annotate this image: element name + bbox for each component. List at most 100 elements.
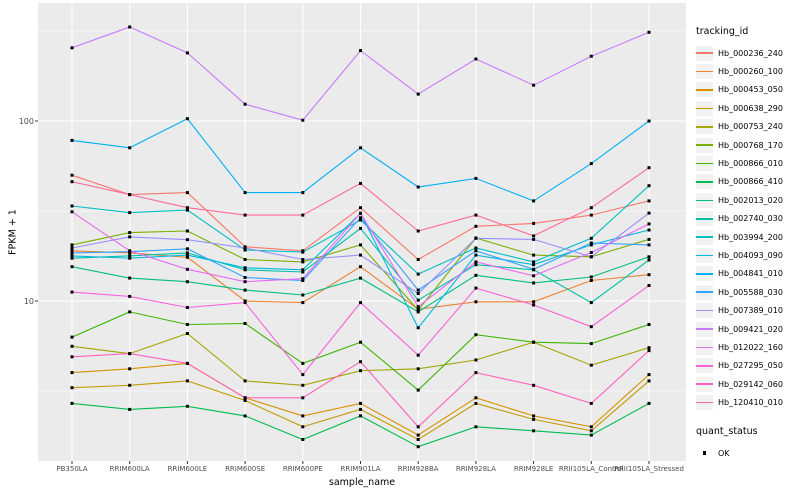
data-point-marker	[647, 258, 651, 262]
data-point-marker	[359, 340, 362, 344]
data-point-marker	[128, 294, 132, 298]
data-point-marker	[185, 379, 189, 383]
data-point-marker	[359, 243, 362, 247]
data-point-marker	[647, 166, 651, 170]
data-point-marker	[243, 322, 247, 325]
data-point-marker	[185, 267, 189, 271]
data-point-marker	[70, 371, 74, 375]
data-point-marker	[416, 367, 420, 371]
data-point-marker	[647, 401, 651, 405]
data-point-marker	[532, 414, 536, 418]
data-point-marker	[243, 379, 247, 383]
data-point-marker	[359, 369, 362, 373]
data-point-marker	[474, 286, 478, 290]
legend-item: Hb_000638_290	[696, 99, 800, 117]
data-point-marker	[532, 253, 536, 257]
data-point-marker	[128, 25, 132, 29]
data-point-marker	[185, 191, 189, 195]
data-point-marker	[647, 379, 651, 383]
legend-title-tracking-id: tracking_id	[696, 26, 749, 37]
data-point-marker	[416, 92, 420, 96]
legend-key-line	[696, 247, 713, 263]
data-point-marker	[647, 228, 651, 232]
data-point-marker	[474, 224, 478, 228]
data-point-marker	[70, 335, 74, 339]
legend-item: Hb_002013_020	[696, 191, 800, 209]
y-tick-label: 100	[18, 116, 34, 126]
data-point-marker	[301, 260, 305, 264]
data-point-marker	[185, 251, 189, 255]
data-point-marker	[589, 241, 593, 245]
data-point-marker	[589, 54, 593, 58]
data-point-marker	[70, 256, 74, 260]
legend-key-line	[696, 284, 713, 300]
data-point-marker	[128, 276, 132, 280]
data-point-marker	[301, 373, 305, 377]
data-point-marker	[128, 235, 132, 239]
data-point-marker	[301, 425, 305, 429]
legend-item-label: Hb_000866_010	[718, 159, 783, 169]
data-point-marker	[243, 246, 247, 250]
data-point-marker	[532, 300, 536, 304]
data-point-marker	[243, 414, 247, 418]
data-point-marker	[416, 185, 420, 189]
data-point-marker	[359, 181, 362, 185]
data-point-marker	[185, 404, 189, 408]
data-point-marker	[70, 246, 74, 250]
data-point-marker	[647, 184, 651, 188]
data-point-marker	[589, 279, 593, 282]
data-point-marker	[128, 383, 132, 387]
data-point-marker	[301, 191, 305, 195]
data-point-marker	[532, 260, 536, 264]
data-point-marker	[474, 246, 478, 250]
data-point-marker	[128, 407, 132, 411]
legend-key-line	[696, 358, 713, 374]
data-point-marker	[532, 274, 536, 278]
data-point-marker	[185, 253, 189, 257]
data-point-marker	[243, 399, 247, 402]
data-point-marker	[301, 279, 305, 282]
data-point-marker	[474, 371, 478, 375]
data-point-marker	[70, 243, 74, 247]
data-point-marker	[70, 138, 74, 142]
data-point-marker	[532, 383, 536, 387]
legend-item: Hb_120410_010	[696, 393, 800, 411]
legend-item-label: Hb_012022_160	[718, 342, 783, 352]
data-point-marker	[301, 268, 305, 272]
data-point-marker	[474, 263, 478, 267]
data-point-marker	[416, 308, 420, 312]
data-point-marker	[243, 280, 247, 284]
legend-key-line	[696, 192, 713, 208]
data-point-marker	[474, 260, 478, 264]
data-point-marker	[301, 277, 305, 281]
data-point-marker	[185, 323, 189, 326]
data-point-marker	[589, 325, 593, 329]
legend: tracking_id Hb_000236_240 Hb_000260_100 Hb…	[696, 26, 800, 462]
legend-item: Hb_004841_010	[696, 265, 800, 283]
data-point-marker	[185, 280, 189, 284]
data-point-marker	[474, 300, 478, 304]
data-point-marker	[532, 267, 536, 271]
data-point-marker	[416, 272, 420, 276]
black-square-marker-key	[696, 446, 713, 461]
data-point-marker	[185, 238, 189, 242]
data-point-marker	[532, 234, 536, 238]
legend-item: Hb_007389_010	[696, 301, 800, 319]
legend-item: Hb_005588_030	[696, 283, 800, 301]
data-point-marker	[474, 236, 478, 240]
x-axis-title: sample_name	[328, 477, 396, 488]
x-tick-label: RRIM600PE	[282, 465, 323, 473]
legend-key-line	[696, 45, 713, 61]
data-point-marker	[532, 417, 536, 421]
quant-legend-item: OK	[696, 444, 800, 462]
data-point-marker	[416, 229, 420, 233]
legend-item-label: Hb_000753_240	[718, 122, 783, 132]
data-point-marker	[301, 213, 305, 217]
data-point-marker	[589, 162, 593, 166]
legend-item: Hb_002740_030	[696, 210, 800, 228]
legend-key-line	[696, 82, 713, 98]
legend-item-label: Hb_000236_240	[718, 48, 783, 58]
x-tick-label: RRIM600LA	[109, 465, 150, 473]
legend-item-label: Hb_120410_010	[718, 398, 783, 408]
data-point-marker	[647, 273, 651, 277]
